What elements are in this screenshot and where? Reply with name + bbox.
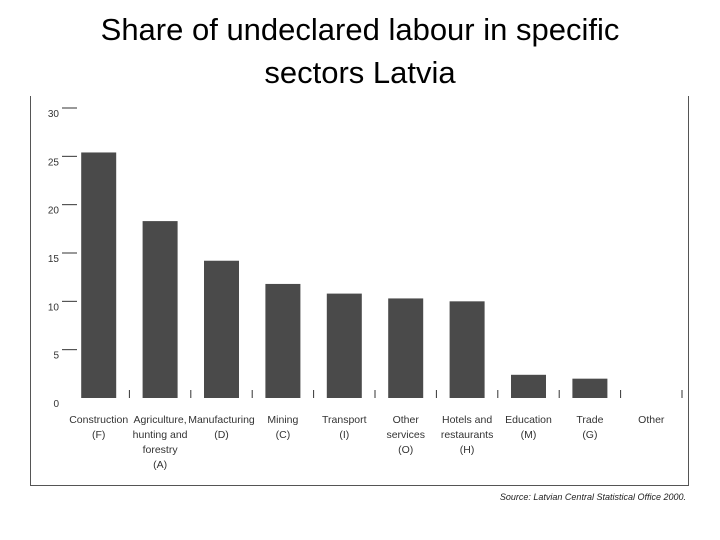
bar: [511, 374, 546, 398]
category-label: (A): [153, 459, 167, 471]
y-tick-label: 5: [53, 351, 59, 362]
chart-frame: [30, 96, 689, 486]
category-label: services: [386, 429, 425, 441]
title-line-1: Share of undeclared labour in specific: [100, 12, 620, 47]
bar: [572, 378, 608, 398]
bar: [449, 301, 485, 398]
category-label: hunting and: [133, 429, 188, 441]
category-label: (F): [92, 429, 105, 441]
category-label: Other: [393, 414, 420, 426]
y-tick-label: 30: [48, 109, 60, 120]
y-tick-label: 0: [53, 399, 59, 410]
category-label: Agriculture,: [134, 414, 187, 426]
category-label: (C): [276, 429, 291, 441]
category-label: Education: [505, 414, 552, 426]
y-tick-label: 20: [48, 206, 60, 217]
bar: [204, 260, 239, 398]
category-label: Hotels and: [442, 414, 492, 426]
category-label: (M): [521, 429, 537, 441]
bar: [81, 152, 117, 398]
category-label: forestry: [143, 444, 179, 456]
slide-title: Share of undeclared labour in specific s…: [20, 8, 700, 94]
y-tick-label: 15: [48, 254, 60, 265]
category-label: Mining: [267, 414, 298, 426]
category-label: Construction: [69, 414, 128, 426]
bar: [265, 283, 301, 398]
y-tick-label: 10: [48, 302, 60, 313]
category-label: Transport: [322, 414, 367, 426]
title-line-2: sectors Latvia: [264, 55, 456, 90]
category-label: (I): [339, 429, 349, 441]
category-label: Other: [638, 414, 665, 426]
bar: [326, 293, 362, 398]
bar: [142, 221, 178, 398]
bar: [388, 298, 424, 398]
category-label: Trade: [576, 414, 603, 426]
category-label: Manufacturing: [188, 414, 255, 426]
category-label: (H): [460, 444, 475, 456]
source-note: Source: Latvian Central Statistical Offi…: [499, 492, 686, 502]
category-label: (D): [214, 429, 229, 441]
category-label: (O): [398, 444, 413, 456]
category-label: (G): [582, 429, 597, 441]
category-label: restaurants: [441, 429, 494, 441]
y-tick-label: 25: [48, 157, 60, 168]
